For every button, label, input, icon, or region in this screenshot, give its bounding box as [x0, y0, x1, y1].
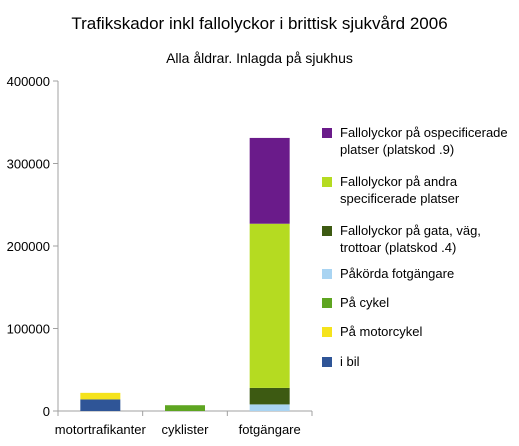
y-tick-label: 200000 [7, 239, 50, 254]
legend-item: Fallolyckor på ospecificerade platser (p… [322, 124, 512, 158]
legend-label: På cykel [340, 295, 390, 310]
y-tick-label: 300000 [7, 157, 50, 172]
legend-label: Fallolyckor på ospecificerade platser (p… [340, 125, 508, 157]
bar-segment [249, 223, 290, 388]
legend-item: Fallolyckor på andra specificerade plats… [322, 173, 512, 207]
bar-segment [249, 404, 290, 411]
chart-title: Trafikskador inkl fallolyckor i brittisk… [71, 14, 448, 33]
legend-item: På motorcykel [322, 323, 422, 340]
legend-swatch [322, 327, 332, 337]
legend-item: i bil [322, 353, 360, 370]
legend-label: i bil [340, 354, 360, 369]
legend-swatch [322, 226, 332, 236]
legend-swatch [322, 177, 332, 187]
bar-segment [249, 387, 290, 405]
x-tick-label: motortrafikanter [55, 422, 147, 437]
bar-segment [249, 137, 290, 224]
legend-label: På motorcykel [340, 324, 423, 339]
y-tick-label: 400000 [7, 74, 50, 89]
legend-item: Påkörda fotgängare [322, 265, 454, 282]
legend-swatch [322, 128, 332, 138]
x-tick-label: fotgängare [239, 422, 301, 437]
legend-swatch [322, 357, 332, 367]
legend-item: På cykel [322, 294, 389, 311]
legend-label: Fallolyckor på andra specificerade plats… [340, 174, 460, 206]
bar-segment [80, 399, 121, 411]
chart-subtitle: Alla åldrar. Inlagda på sjukhus [166, 50, 353, 66]
legend-swatch [322, 298, 332, 308]
y-tick-label: 0 [43, 404, 50, 419]
bar-segment [80, 392, 121, 400]
legend-label: Fallolyckor på gata, väg, trottoar (plat… [340, 223, 481, 255]
x-tick-label: cyklister [162, 422, 210, 437]
y-tick-label: 100000 [7, 322, 50, 337]
legend-swatch [322, 269, 332, 279]
legend-label: Påkörda fotgängare [340, 266, 455, 281]
legend-item: Fallolyckor på gata, väg, trottoar (plat… [322, 222, 512, 256]
bar-segment [165, 405, 205, 411]
